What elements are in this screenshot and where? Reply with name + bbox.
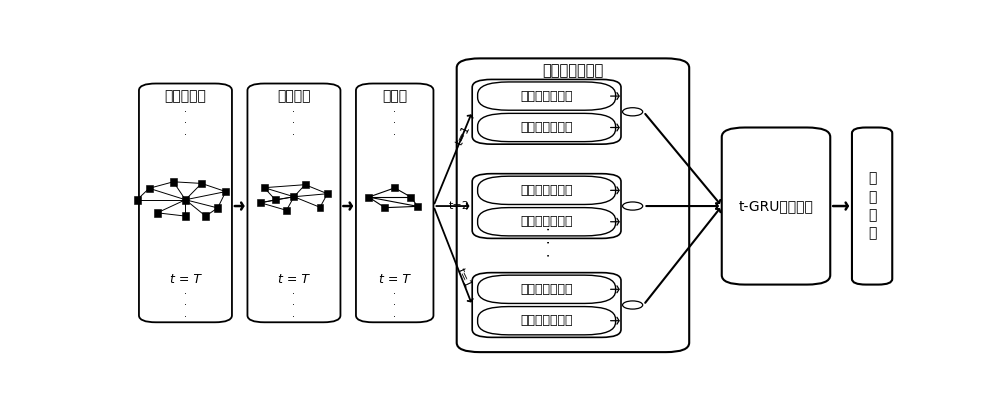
FancyBboxPatch shape [472,273,621,337]
Text: ·
·
·: · · · [393,107,396,140]
FancyBboxPatch shape [407,194,414,201]
FancyBboxPatch shape [472,174,621,238]
FancyBboxPatch shape [478,113,616,142]
Text: ·  ·  ·: · · · [543,227,557,257]
FancyBboxPatch shape [365,194,372,201]
FancyBboxPatch shape [139,84,232,322]
Text: t = T: t = T [278,273,309,286]
Text: 结构注意力权重: 结构注意力权重 [520,121,573,134]
Text: 特征注意力权重: 特征注意力权重 [520,184,573,197]
Text: 初始时序图: 初始时序图 [165,89,206,103]
Text: 特征降维: 特征降维 [277,89,311,103]
FancyBboxPatch shape [290,193,297,200]
FancyBboxPatch shape [198,180,205,187]
Text: ·
·
·: · · · [393,289,396,322]
FancyBboxPatch shape [478,208,616,236]
FancyBboxPatch shape [414,203,421,210]
Text: ·
·
·: · · · [184,107,187,140]
FancyBboxPatch shape [182,196,189,204]
Text: ·
·
·: · · · [184,289,187,322]
FancyBboxPatch shape [261,184,268,191]
Text: t = T: t = T [379,273,410,286]
Text: 特征注意力权重: 特征注意力权重 [520,283,573,296]
FancyBboxPatch shape [272,196,279,203]
Text: 特征注意力权重: 特征注意力权重 [520,90,573,102]
Text: ·
·
·: · · · [292,107,295,140]
FancyBboxPatch shape [324,190,331,197]
Text: t=2: t=2 [449,201,469,211]
FancyBboxPatch shape [302,181,309,188]
Text: t=1: t=1 [455,267,473,290]
FancyBboxPatch shape [146,184,153,192]
FancyBboxPatch shape [257,200,264,206]
Text: ·
·
·: · · · [292,289,295,322]
FancyBboxPatch shape [182,212,189,220]
FancyBboxPatch shape [722,127,830,285]
Text: t = T: t = T [170,273,201,286]
FancyBboxPatch shape [202,212,209,220]
Circle shape [623,202,643,210]
FancyBboxPatch shape [317,204,323,211]
Text: 结构注意力权重: 结构注意力权重 [520,314,573,327]
FancyBboxPatch shape [356,84,433,322]
FancyBboxPatch shape [381,204,388,211]
Text: 节
点
嵌
入: 节 点 嵌 入 [868,171,876,241]
FancyBboxPatch shape [478,275,616,304]
Text: 双重注意力网络: 双重注意力网络 [542,63,604,78]
FancyBboxPatch shape [247,84,340,322]
FancyBboxPatch shape [472,80,621,144]
FancyBboxPatch shape [478,176,616,204]
FancyBboxPatch shape [478,306,616,335]
Text: t=1: t=1 [455,124,473,147]
Text: 图池化: 图池化 [382,89,407,103]
FancyBboxPatch shape [170,178,177,186]
FancyBboxPatch shape [222,188,229,195]
Circle shape [623,301,643,309]
Text: 结构注意力权重: 结构注意力权重 [520,215,573,228]
Circle shape [623,108,643,116]
FancyBboxPatch shape [214,204,221,212]
FancyBboxPatch shape [478,82,616,110]
FancyBboxPatch shape [457,58,689,352]
FancyBboxPatch shape [391,184,398,191]
FancyBboxPatch shape [154,209,161,217]
FancyBboxPatch shape [283,207,290,214]
FancyBboxPatch shape [134,196,141,204]
Text: t-GRU时序网络: t-GRU时序网络 [739,199,813,213]
FancyBboxPatch shape [852,127,892,285]
